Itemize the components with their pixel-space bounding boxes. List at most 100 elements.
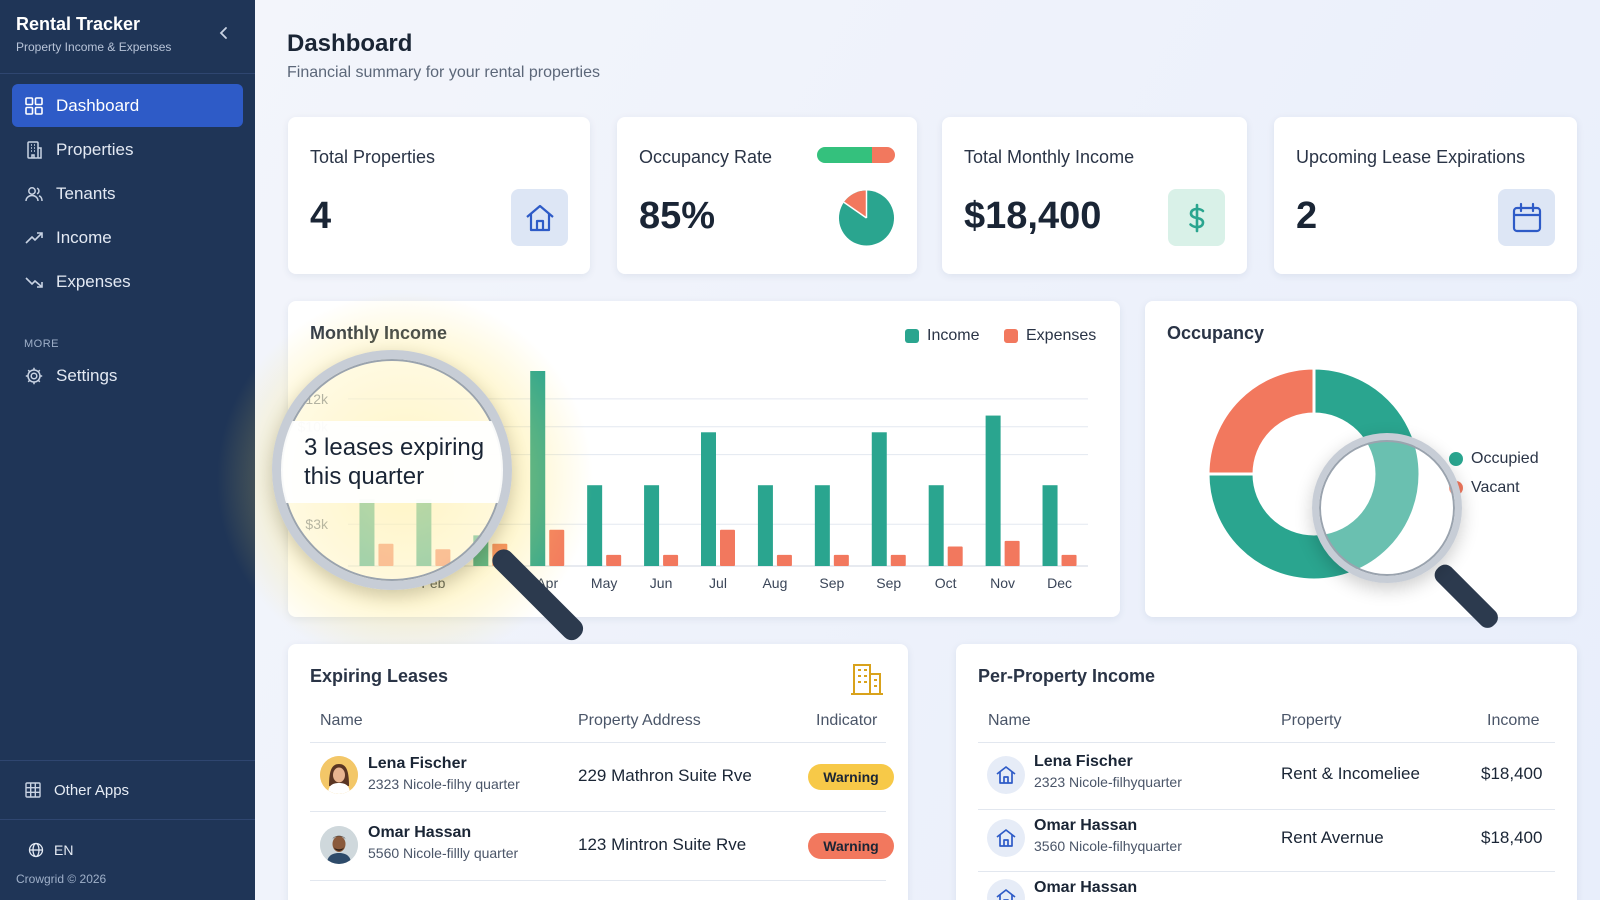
other-apps-button[interactable]: Other Apps [0, 760, 255, 820]
sidebar-nav: Dashboard Properties Tenants Income Expe… [0, 74, 255, 314]
lease-callout-text: 3 leases expiring this quarter [281, 421, 503, 503]
x-tick-label: Jul [709, 575, 727, 591]
status-badge: Warning [808, 764, 894, 790]
table-divider [310, 880, 886, 881]
expense-bar [833, 554, 849, 566]
lease-address: 229 Mathron Suite Rve [578, 766, 752, 785]
sidebar-item-settings[interactable]: Settings [12, 354, 243, 397]
pie-icon [838, 189, 895, 246]
magnifier-lens [1312, 433, 1462, 583]
sidebar-item-label: Expenses [56, 271, 131, 291]
per-property-income-card: Per-Property Income Name Property Income… [956, 644, 1577, 900]
building-icon [24, 140, 44, 160]
stat-value: 4 [310, 195, 332, 237]
column-header-property: Property [1281, 712, 1342, 729]
sidebar-item-tenants[interactable]: Tenants [12, 172, 243, 215]
table-divider [978, 742, 1555, 743]
income-bar [757, 485, 773, 566]
income-bar [530, 371, 546, 566]
grid-icon [24, 96, 44, 116]
x-tick-label: Sep [876, 575, 901, 591]
column-header-indicator: Indicator [816, 712, 878, 729]
sidebar-item-expenses[interactable]: Expenses [12, 260, 243, 303]
legend-swatch [905, 329, 919, 343]
income-bar [985, 415, 1001, 566]
donut-slice-vacant [1206, 366, 1316, 476]
magnifier-lens: 3 leases expiring this quarter [272, 350, 512, 590]
nav-section-more: MORE [24, 338, 59, 350]
legend-label: Occupied [1471, 450, 1539, 467]
x-tick-label: Sep [819, 575, 844, 591]
legend-swatch [1004, 329, 1018, 343]
income-bar [701, 432, 716, 566]
stat-card-occupancy-rate[interactable]: Occupancy Rate 85% [617, 117, 917, 274]
table-divider [978, 809, 1555, 810]
stat-label: Upcoming Lease Expirations [1296, 147, 1526, 167]
expense-bar [1004, 540, 1020, 566]
stat-card-upcoming-lease-expirations[interactable]: Upcoming Lease Expirations 2 [1274, 117, 1577, 274]
income-bar [871, 432, 887, 566]
app-title: Rental Tracker [16, 14, 141, 34]
house-icon [987, 879, 1025, 900]
app-subtitle: Property Income & Expenses [16, 40, 172, 54]
page-subtitle: Financial summary for your rental proper… [287, 64, 601, 81]
income-bar [1042, 485, 1058, 566]
sidebar-item-income[interactable]: Income [12, 216, 243, 259]
avatar [320, 826, 358, 864]
copyright: Crowgrid © 2026 [16, 872, 107, 886]
column-header-address: Property Address [578, 712, 701, 729]
legend-label: Income [927, 327, 980, 344]
sidebar-nav-more: Settings [0, 354, 255, 408]
sidebar-item-dashboard[interactable]: Dashboard [12, 84, 243, 127]
table-divider [978, 871, 1555, 872]
expense-bar [606, 554, 622, 566]
building-icon [848, 660, 886, 703]
stat-value: 2 [1296, 195, 1318, 237]
income-bar [928, 485, 944, 566]
calendar-icon [1498, 189, 1555, 246]
status-badge: Warning [808, 833, 894, 859]
trend-up-icon [24, 228, 44, 248]
expense-bar [549, 529, 565, 566]
legend-label: Vacant [1471, 479, 1520, 496]
expiring-leases-title: Expiring Leases [310, 666, 449, 686]
lease-tenant-sub: 5560 Nicole-fillly quarter [368, 845, 519, 861]
property-tenant-sub: 2323 Nicole-filhyquarter [1034, 774, 1182, 790]
legend-income: Income [905, 327, 979, 345]
column-header-income: Income [1487, 712, 1540, 729]
other-apps-label: Other Apps [54, 781, 130, 799]
stat-label: Total Monthly Income [964, 147, 1135, 167]
stat-label: Occupancy Rate [639, 147, 773, 167]
sidebar-item-label: Dashboard [56, 95, 140, 115]
legend-swatch [1449, 452, 1463, 466]
house-icon [511, 189, 568, 246]
property-tenant-name: Lena Fischer [1034, 753, 1133, 770]
stat-card-total-properties[interactable]: Total Properties 4 [288, 117, 590, 274]
language-label: EN [54, 842, 74, 858]
per-property-income-title: Per-Property Income [978, 666, 1156, 686]
occupancy-progress-bar [817, 147, 895, 163]
expense-bar [947, 546, 963, 566]
brand: Rental Tracker Property Income & Expense… [0, 0, 255, 74]
chevron-left-icon[interactable] [215, 24, 233, 42]
sidebar-item-properties[interactable]: Properties [12, 128, 243, 171]
avatar [320, 756, 358, 794]
property-name: Rent Avernue [1281, 828, 1384, 847]
main-content: Dashboard Financial summary for your ren… [215, 0, 1600, 900]
page-title: Dashboard [287, 30, 413, 57]
language-selector[interactable]: EN [0, 820, 255, 858]
property-tenant-name: Omar Hassan [1034, 817, 1138, 834]
house-icon [987, 756, 1025, 794]
lease-address: 123 Mintron Suite Rve [578, 835, 747, 854]
sidebar-item-label: Income [56, 227, 112, 247]
occupancy-title: Occupancy [1167, 323, 1265, 343]
trend-down-icon [24, 272, 44, 292]
apps-grid-icon [24, 781, 42, 799]
property-tenant-sub: 3560 Nicole-filhyquarter [1034, 838, 1182, 854]
sidebar-item-label: Tenants [56, 183, 116, 203]
table-divider [310, 742, 886, 743]
column-header-name: Name [988, 712, 1031, 729]
property-income: $18,400 [1481, 764, 1543, 783]
stat-card-total-monthly-income[interactable]: Total Monthly Income $18,400 [942, 117, 1247, 274]
stat-value: $18,400 [964, 195, 1102, 237]
